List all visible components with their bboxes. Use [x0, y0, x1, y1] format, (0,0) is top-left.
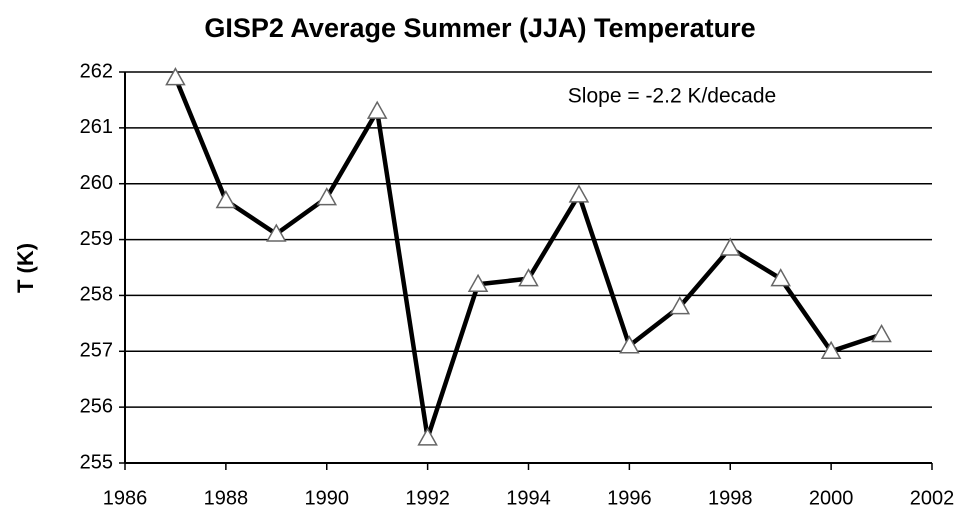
x-tick-label: 2002 — [910, 487, 955, 509]
y-tick-label: 262 — [80, 60, 113, 82]
x-tick-label: 2000 — [809, 487, 854, 509]
data-marker — [719, 237, 741, 256]
data-marker — [316, 187, 338, 206]
chart-title: GISP2 Average Summer (JJA) Temperature — [204, 13, 755, 43]
y-tick-label: 257 — [80, 340, 113, 362]
y-tick-label: 256 — [80, 395, 113, 417]
data-marker — [820, 340, 842, 360]
y-tick-label: 258 — [80, 284, 113, 306]
data-marker — [619, 335, 640, 354]
x-tick-label: 1994 — [506, 487, 551, 509]
data-marker — [518, 268, 539, 287]
data-marker — [165, 67, 186, 86]
x-tick-label: 1998 — [708, 487, 753, 509]
data-marker — [467, 273, 489, 293]
data-line — [173, 76, 883, 441]
y-tick-label: 259 — [80, 228, 113, 250]
x-tick-label: 1996 — [607, 487, 652, 509]
y-axis-label: T (K) — [13, 243, 38, 293]
x-tick-label: 1988 — [204, 487, 249, 509]
x-tick-label: 1986 — [103, 487, 148, 509]
data-marker — [568, 184, 590, 203]
data-marker — [417, 427, 438, 446]
data-marker — [669, 296, 691, 315]
data-marker — [871, 323, 892, 343]
x-tick-label: 1992 — [405, 487, 450, 509]
annotation: Slope = -2.2 K/decade — [568, 85, 776, 108]
data-marker — [215, 189, 237, 209]
y-tick-label: 260 — [80, 172, 113, 194]
x-tick-label: 1990 — [305, 487, 350, 509]
data-marker — [770, 268, 791, 287]
data-marker — [266, 223, 287, 242]
data-marker — [366, 100, 388, 119]
y-tick-label: 261 — [80, 116, 113, 138]
y-tick-label: 255 — [80, 451, 113, 473]
